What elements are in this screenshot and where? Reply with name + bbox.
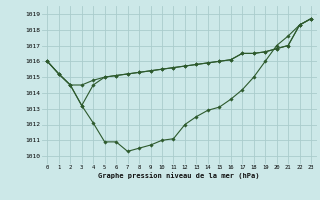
X-axis label: Graphe pression niveau de la mer (hPa): Graphe pression niveau de la mer (hPa) bbox=[99, 172, 260, 179]
